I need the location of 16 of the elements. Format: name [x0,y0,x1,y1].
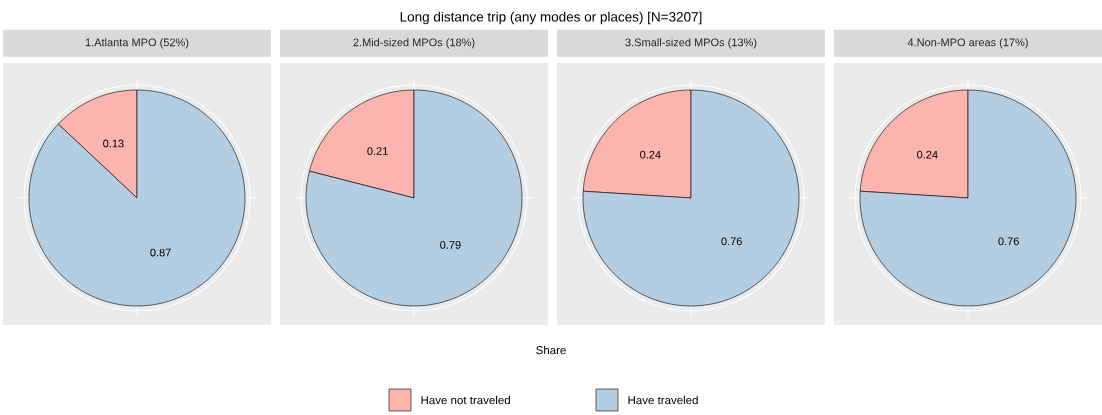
chart-title: 3.Small-sized MPOs (13%) [625,38,757,49]
data-label: 0.76 [998,237,1019,246]
data-label: 0.87 [150,248,171,257]
data-label: 0.76 [721,237,742,246]
chart-title: 4.Non-MPO areas (17%) [907,38,1028,49]
data-label: 0.24 [640,150,661,159]
data-label: 0.21 [367,147,388,155]
data-label: 0.24 [917,150,938,159]
legend-label: Have traveled [628,395,698,405]
data-label: 0.13 [103,139,124,148]
text: Long distance trip (any modes or places) [N=3207] [400,11,702,25]
legend-label: Have not traveled [421,395,510,405]
chart-title: 1.Atlanta MPO (52%) [85,38,189,49]
data-label: 0.79 [440,241,461,249]
chart-title: 2.Mid-sized MPOs (18%) [353,38,475,49]
text: Share [536,345,566,355]
